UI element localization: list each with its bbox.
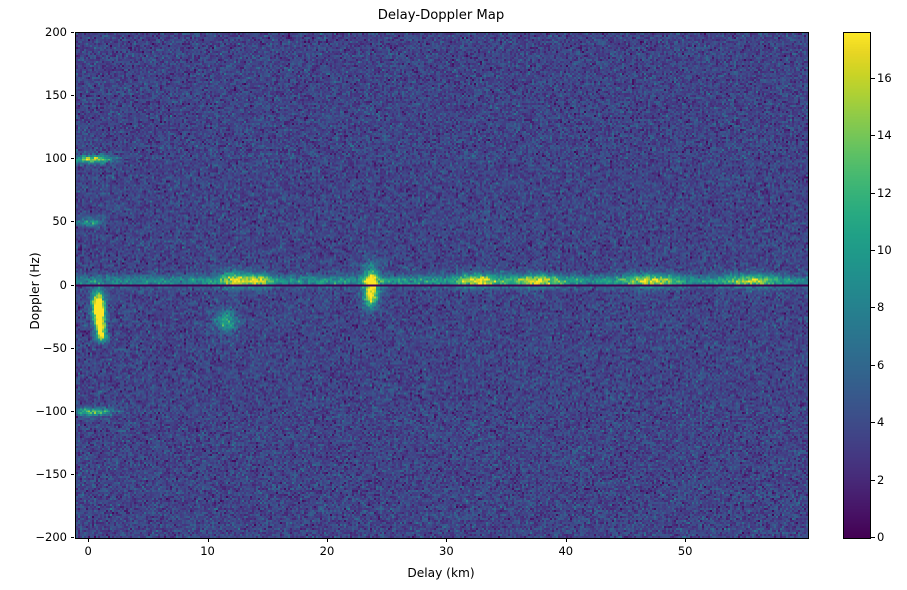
x-tick-label: 20 bbox=[319, 544, 335, 558]
colorbar-tick-mark bbox=[871, 307, 875, 309]
x-tick-label: 40 bbox=[558, 544, 574, 558]
heatmap-axes[interactable] bbox=[75, 32, 809, 539]
y-tick-mark bbox=[70, 347, 74, 349]
y-tick-mark bbox=[70, 284, 74, 286]
x-tick-label: 0 bbox=[84, 544, 92, 558]
x-tick-mark bbox=[326, 538, 328, 542]
x-tick-mark bbox=[565, 538, 567, 542]
x-tick-mark bbox=[207, 538, 209, 542]
x-tick-label: 10 bbox=[200, 544, 215, 558]
colorbar[interactable] bbox=[843, 32, 871, 539]
x-tick-mark bbox=[446, 538, 448, 542]
colorbar-tick-label: 12 bbox=[877, 185, 892, 200]
x-axis-label: Delay (km) bbox=[407, 566, 475, 580]
colorbar-gradient bbox=[844, 33, 870, 538]
y-tick-mark bbox=[70, 473, 74, 475]
y-tick-label: 150 bbox=[45, 88, 67, 103]
y-tick-mark bbox=[70, 410, 74, 412]
y-tick-label: −150 bbox=[35, 466, 67, 481]
x-tick-label: 50 bbox=[677, 544, 693, 558]
page-title: Delay-Doppler Map bbox=[377, 8, 505, 23]
y-tick-label: 100 bbox=[45, 151, 67, 166]
colorbar-tick-label: 10 bbox=[877, 243, 892, 258]
colorbar-tick-label: 6 bbox=[877, 357, 885, 372]
y-tick-label: 0 bbox=[59, 277, 67, 292]
colorbar-tick-label: 16 bbox=[877, 70, 892, 85]
colorbar-tick-mark bbox=[871, 77, 875, 79]
colorbar-tick-mark bbox=[871, 479, 875, 481]
colorbar-tick-mark bbox=[871, 422, 875, 424]
colorbar-tick-mark bbox=[871, 364, 875, 366]
colorbar-tick-label: 4 bbox=[877, 415, 885, 430]
y-tick-label: −100 bbox=[35, 403, 67, 418]
x-tick-mark bbox=[685, 538, 687, 542]
y-tick-mark bbox=[70, 32, 74, 33]
colorbar-tick-mark bbox=[871, 135, 875, 137]
colorbar-tick-mark bbox=[871, 537, 875, 538]
delay-doppler-heatmap[interactable] bbox=[76, 33, 808, 538]
y-tick-label: −200 bbox=[35, 530, 67, 544]
y-tick-mark bbox=[70, 537, 74, 538]
y-tick-label: −50 bbox=[42, 340, 67, 355]
x-tick-label: 30 bbox=[439, 544, 454, 558]
colorbar-tick-label: 2 bbox=[877, 472, 885, 487]
colorbar-tick-label: 14 bbox=[877, 128, 892, 143]
colorbar-tick-mark bbox=[871, 250, 875, 252]
y-tick-mark bbox=[70, 95, 74, 97]
x-tick-mark bbox=[88, 538, 90, 542]
colorbar-tick-mark bbox=[871, 192, 875, 194]
colorbar-tick-label: 0 bbox=[877, 530, 885, 544]
y-tick-label: 200 bbox=[45, 25, 67, 39]
colorbar-tick-label: 8 bbox=[877, 300, 885, 315]
y-tick-mark bbox=[70, 221, 74, 223]
y-tick-mark bbox=[70, 158, 74, 160]
y-tick-label: 50 bbox=[52, 214, 67, 229]
